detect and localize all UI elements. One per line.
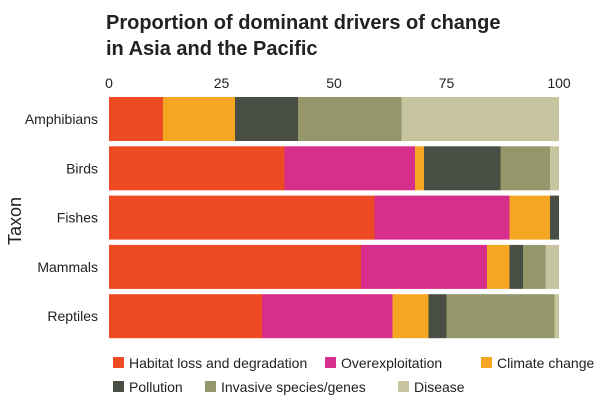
bar-segment (298, 97, 402, 141)
x-tick-label: 100 (547, 75, 571, 91)
legend-swatch (113, 381, 124, 392)
bar-segment (487, 244, 510, 289)
bar-segment (109, 244, 361, 289)
y-axis-title: Taxon (5, 197, 25, 245)
legend: Habitat loss and degradation Overexploita… (113, 355, 594, 395)
bar-segment (509, 244, 523, 289)
legend-label: Overexploitation (341, 355, 442, 371)
legend-swatch (113, 357, 124, 368)
bar-segment (545, 244, 559, 289)
bar-segment (392, 294, 429, 339)
bar-segment (446, 294, 555, 339)
legend-swatch (205, 381, 216, 392)
bar-segment (284, 146, 415, 191)
bar-segment (235, 97, 298, 141)
y-category-label: Mammals (37, 259, 98, 275)
y-category-label: Amphibians (25, 111, 98, 127)
x-tick-label: 25 (214, 75, 230, 91)
legend-label: Invasive species/genes (221, 379, 366, 395)
bar-segment (109, 97, 163, 141)
legend-label: Disease (414, 379, 465, 395)
y-category-label: Fishes (57, 210, 98, 226)
bar-segment (415, 146, 424, 191)
bar-segment (428, 294, 447, 339)
chart-title-line-1: Proportion of dominant drivers of change (106, 12, 500, 34)
y-axis-categories: Amphibians Birds Fishes Mammals Reptiles (25, 111, 98, 324)
bar-segment (523, 244, 546, 289)
y-category-label: Reptiles (47, 308, 98, 324)
bar-segment (554, 294, 559, 339)
bar-segment (500, 146, 550, 191)
chart-title: Proportion of dominant drivers of change… (106, 12, 500, 60)
bar-segment (262, 294, 393, 339)
bar-segment (163, 97, 235, 141)
x-axis-ticks: 0 25 50 75 100 (105, 75, 571, 91)
legend-swatch (398, 381, 409, 392)
legend-swatch (325, 357, 336, 368)
chart-title-line-2: in Asia and the Pacific (106, 38, 318, 60)
bar-segment (361, 244, 487, 289)
legend-swatch (481, 357, 492, 368)
bar-segment (550, 146, 559, 191)
bar-segment (374, 195, 510, 240)
bar-segment (109, 195, 375, 240)
bar-segment (401, 97, 559, 141)
legend-label: Pollution (129, 379, 183, 395)
x-tick-label: 50 (326, 75, 342, 91)
legend-label: Habitat loss and degradation (129, 355, 307, 371)
bar-segment (424, 146, 501, 191)
bars (109, 97, 559, 339)
y-category-label: Birds (66, 160, 98, 176)
bar-segment (109, 146, 285, 191)
bar-segment (509, 195, 550, 240)
bar-segment (550, 195, 559, 240)
x-tick-label: 0 (105, 75, 113, 91)
x-tick-label: 75 (439, 75, 455, 91)
legend-label: Climate change (497, 355, 594, 371)
bar-segment (109, 294, 262, 339)
